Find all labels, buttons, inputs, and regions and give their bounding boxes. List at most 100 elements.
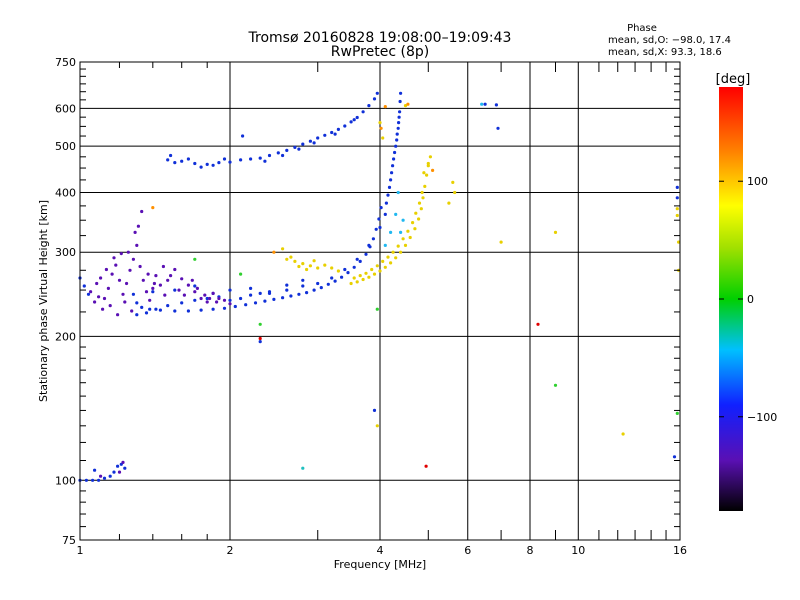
echo-point	[173, 309, 177, 313]
echo-point	[378, 269, 382, 273]
echo-point	[285, 283, 289, 287]
echo-point	[151, 206, 155, 210]
echo-point	[308, 264, 312, 268]
echo-point	[173, 161, 177, 165]
echo-point	[93, 300, 97, 304]
x-tick-label: 1	[77, 544, 84, 557]
echo-point	[352, 265, 356, 269]
echo-point	[119, 252, 123, 256]
echo-point	[383, 212, 387, 216]
echo-point	[297, 292, 301, 296]
echo-point	[352, 118, 356, 122]
echo-point	[422, 171, 426, 175]
echo-point	[336, 127, 340, 131]
echo-point	[419, 207, 423, 211]
echo-point	[249, 286, 253, 290]
echo-point	[389, 178, 393, 182]
echo-point	[228, 302, 232, 306]
echo-point	[272, 297, 276, 301]
echo-point	[101, 307, 105, 311]
echo-point	[86, 292, 91, 296]
echo-point	[675, 213, 679, 218]
echo-point	[211, 291, 215, 295]
echo-point	[116, 313, 120, 317]
echo-point	[205, 300, 209, 304]
echo-point	[355, 257, 359, 261]
echo-point	[258, 291, 262, 295]
data-points	[78, 91, 681, 482]
echo-point	[151, 290, 155, 294]
echo-point	[305, 267, 309, 272]
echo-point	[401, 218, 405, 222]
echo-point	[131, 292, 135, 296]
echo-point	[426, 161, 430, 166]
echo-point	[377, 217, 381, 221]
echo-point	[367, 275, 371, 279]
phase-stats-x: mean, sd,X: 93.3, 18.6	[608, 47, 722, 58]
echo-point	[233, 304, 237, 309]
echo-point	[95, 281, 99, 286]
echo-point	[421, 196, 425, 200]
echo-point	[102, 296, 107, 301]
echo-point	[417, 201, 422, 205]
echo-point	[239, 296, 243, 301]
echo-point	[316, 136, 320, 140]
echo-point	[108, 474, 112, 478]
echo-point	[425, 173, 429, 177]
echo-point	[285, 257, 289, 261]
chart-subtitle: RwPretec (8p)	[331, 44, 429, 60]
echo-point	[154, 307, 158, 311]
colorbar-label: [deg]	[716, 72, 751, 87]
echo-point	[386, 193, 390, 197]
echo-point	[193, 298, 197, 302]
echo-point	[420, 190, 424, 195]
echo-point	[394, 212, 398, 216]
echo-point	[222, 298, 227, 302]
echo-point	[205, 296, 209, 301]
echo-point	[413, 227, 417, 231]
echo-point	[396, 126, 400, 130]
echo-point	[391, 250, 395, 254]
echo-point	[372, 97, 377, 101]
echo-point	[451, 180, 455, 184]
echo-point	[140, 209, 144, 214]
echo-point	[180, 301, 184, 305]
echo-point	[258, 322, 262, 326]
colorbar-tick-label: −100	[747, 411, 777, 424]
echo-point	[151, 286, 155, 290]
echo-point	[483, 102, 487, 106]
echo-point	[343, 124, 347, 128]
echo-point	[383, 265, 387, 269]
echo-point	[621, 432, 625, 436]
echo-point	[395, 132, 399, 136]
echo-point	[431, 168, 435, 172]
echo-point	[361, 110, 365, 114]
echo-point	[375, 264, 379, 268]
echo-point	[154, 274, 158, 278]
echo-point	[381, 136, 385, 140]
echo-point	[112, 470, 116, 474]
echo-point	[211, 307, 215, 311]
echo-point	[379, 206, 383, 210]
echo-point	[144, 290, 149, 294]
y-axis-label: Stationary phase Virtual Height [km]	[37, 200, 50, 402]
echo-point	[163, 293, 167, 297]
echo-point	[346, 271, 350, 275]
echo-point	[423, 184, 427, 188]
y-tick-label: 400	[55, 186, 76, 199]
echo-point	[358, 274, 362, 278]
echo-point	[399, 91, 403, 95]
echo-point	[399, 230, 403, 234]
echo-point	[396, 244, 400, 248]
echo-point	[239, 272, 243, 276]
echo-point	[414, 211, 418, 215]
echo-point	[93, 468, 97, 472]
echo-point	[496, 126, 500, 130]
echo-point	[403, 243, 408, 247]
echo-point	[199, 165, 203, 169]
echo-point	[381, 259, 385, 263]
y-tick-label: 750	[55, 56, 76, 69]
echo-point	[276, 151, 280, 155]
echo-point	[333, 132, 337, 136]
echo-point	[297, 147, 301, 151]
